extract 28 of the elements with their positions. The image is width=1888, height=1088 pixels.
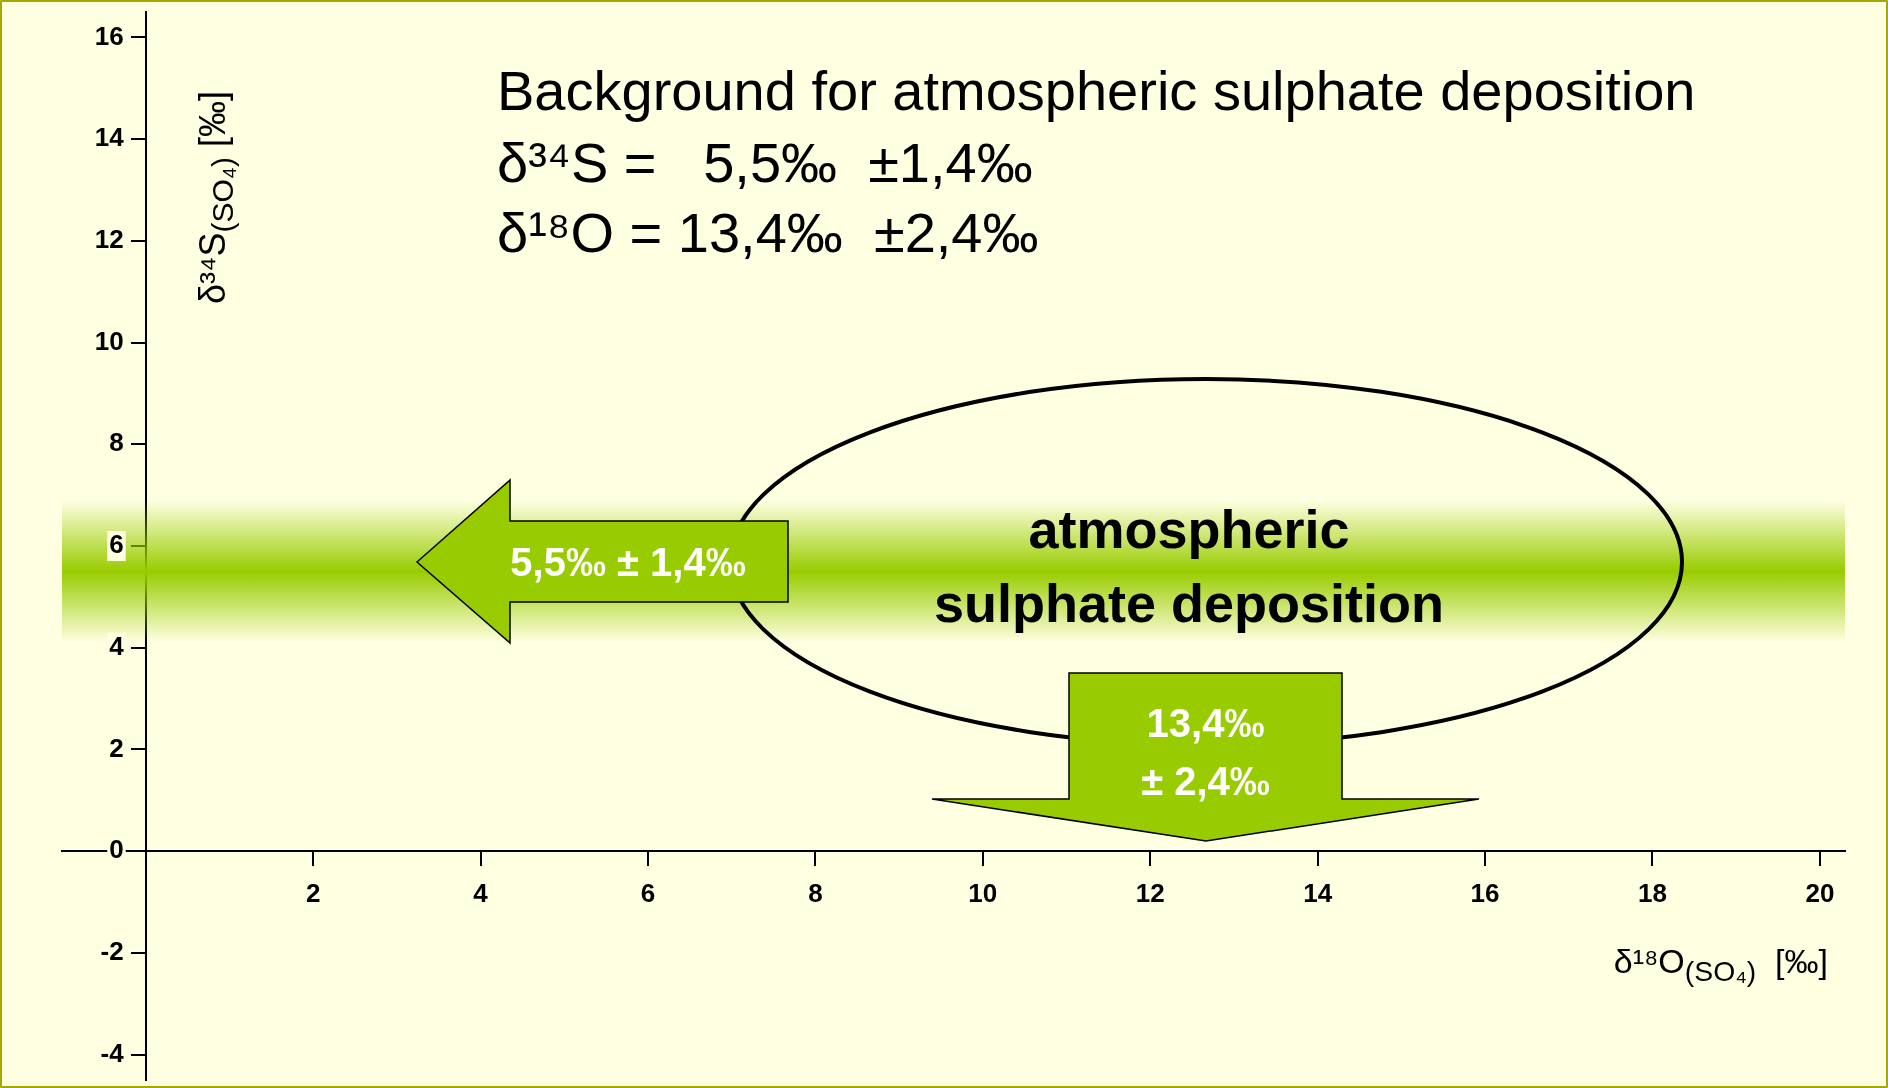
- annotation: δ³⁴S = 5,5‰ ±1,4‰: [497, 130, 1033, 195]
- x-tick-label: 10: [968, 877, 998, 908]
- x-tick-label: 14: [1303, 877, 1333, 908]
- y-tick-label: 6: [109, 529, 124, 560]
- annotation: atmospheric sulphate deposition: [933, 498, 1445, 635]
- y-tick-label: 10: [94, 325, 124, 356]
- annotation: δ¹⁸O = 13,4‰ ±2,4‰: [497, 200, 1039, 265]
- y-tick-label: 4: [109, 630, 125, 661]
- x-tick-label: 4: [473, 877, 489, 908]
- x-tick-label: 18: [1638, 877, 1667, 908]
- annotation: 13,4‰ ± 2,4‰: [1140, 700, 1271, 805]
- y-tick-label: 14: [94, 122, 125, 153]
- x-tick-label: 2: [305, 877, 321, 908]
- x-tick-label: 12: [1135, 877, 1165, 908]
- x-tick-label: 8: [808, 877, 823, 908]
- x-axis-title: δ¹⁸O$_{(SO₄)}$ [‰]: [1613, 942, 1828, 988]
- y-tick-label: 16: [94, 20, 124, 51]
- y-tick-label: 12: [94, 224, 124, 255]
- x-tick-label: 16: [1470, 877, 1500, 908]
- x-tick-label: 20: [1805, 877, 1835, 908]
- y-tick-label: -2: [100, 936, 124, 967]
- y-tick-label: 2: [109, 732, 124, 763]
- y-tick-label: 8: [109, 427, 124, 458]
- annotation: 5,5‰ ± 1,4‰: [509, 540, 747, 585]
- y-tick-label: 0: [109, 834, 124, 865]
- annotation: Background for atmospheric sulphate deposition: [497, 58, 1696, 123]
- y-tick-label: -4: [100, 1037, 125, 1068]
- x-tick-label: 6: [640, 877, 656, 908]
